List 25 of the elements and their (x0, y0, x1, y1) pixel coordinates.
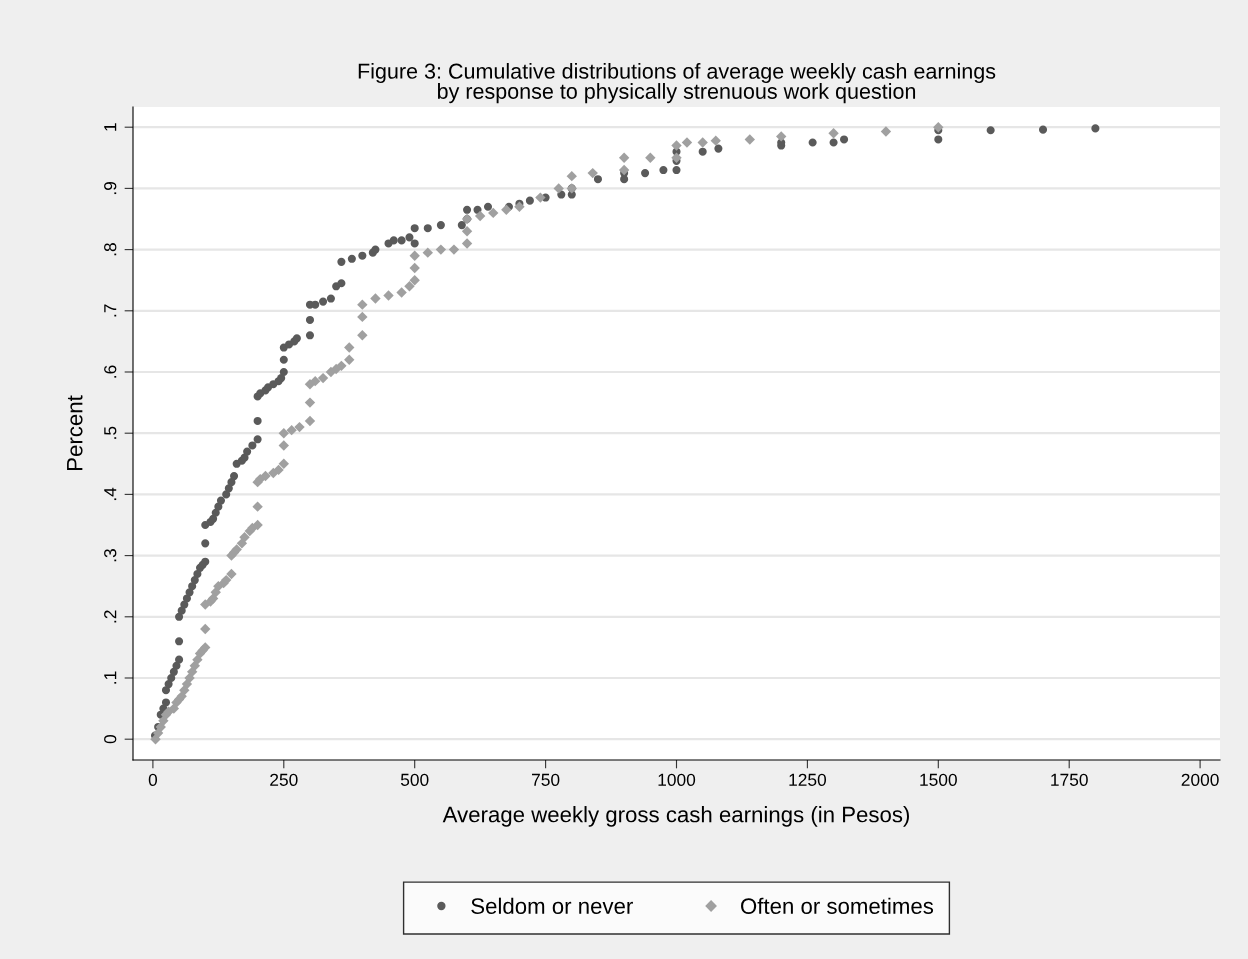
x-tick-label: 1750 (1051, 773, 1088, 786)
y-tick-label: .2 (104, 610, 117, 623)
y-tick-label: .5 (104, 426, 117, 439)
x-tick-label: 0 (148, 773, 158, 786)
x-tick-label: 1250 (789, 773, 827, 786)
x-tick-label: 2000 (1181, 773, 1219, 786)
x-axis-title: Average weekly gross cash earnings (in Pesos) (442, 806, 909, 827)
x-tick-label: 500 (400, 773, 429, 786)
x-tick-label: 1000 (658, 773, 696, 786)
y-tick-label: 0 (104, 735, 117, 744)
y-tick-label: .4 (104, 487, 117, 501)
y-axis-title: Percent (67, 395, 83, 470)
legend-label: Seldom or never (471, 897, 633, 914)
y-tick-label: .9 (104, 181, 117, 195)
y-tick-label: 1 (104, 123, 117, 131)
y-tick-label: .7 (104, 304, 117, 317)
y-tick-label: .1 (104, 671, 117, 684)
x-tick-label: 750 (532, 773, 560, 786)
y-tick-label: .6 (104, 365, 117, 378)
x-tick-label: 1500 (920, 773, 957, 786)
legend-label: Often or sometimes (741, 897, 934, 914)
x-tick-label: 250 (270, 773, 298, 786)
y-tick-label: .8 (104, 243, 117, 256)
y-tick-label: .3 (104, 549, 117, 562)
chart-title: Figure 3: Cumulative distributions of average weekly cash earnings by response to physically strenuous work question (358, 63, 996, 104)
